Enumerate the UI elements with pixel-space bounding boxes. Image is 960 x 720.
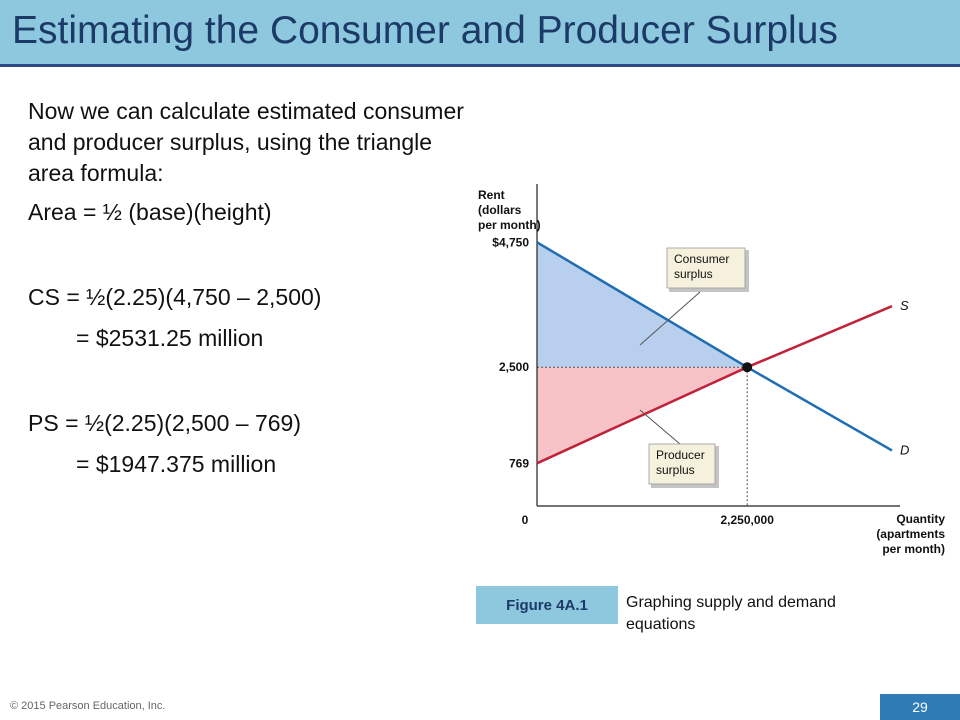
copyright-text: © 2015 Pearson Education, Inc. [10, 700, 166, 712]
formula-text: Area = ½ (base)(height) [28, 199, 272, 225]
title-rule [0, 64, 960, 67]
y-tick-label: $4,750 [492, 235, 529, 249]
cs-line-2: = $2531.25 million [76, 325, 264, 351]
demand-label: D [900, 442, 909, 457]
producer-callout-label: Producer surplus [656, 448, 705, 477]
cs-line-1: CS = ½(2.25)(4,750 – 2,500) [28, 284, 322, 310]
consumer-callout-leader [639, 291, 701, 346]
figure-caption: Graphing supply and demand equations [626, 594, 836, 633]
producer-callout-leader [639, 409, 681, 445]
consumer-callout-box [666, 247, 746, 289]
slide-title: Estimating the Consumer and Producer Sur… [12, 9, 838, 52]
ps-line-2: = $1947.375 million [76, 451, 277, 477]
y-axis-label: Rent (dollars per month) [478, 188, 541, 232]
equilibrium-point [742, 362, 753, 373]
x-tick-label: 2,250,000 [720, 513, 774, 527]
producer-callout-box [648, 443, 716, 485]
x-axis-label: Quantity (apartments per month) [876, 512, 945, 556]
title-bar: Estimating the Consumer and Producer Sur… [0, 0, 960, 64]
x-tick-label: 0 [522, 513, 529, 527]
supply-label: S [900, 298, 909, 313]
y-tick-label: 2,500 [499, 360, 529, 374]
y-tick-label: 769 [509, 456, 529, 470]
intro-text: Now we can calculate estimated consumer … [28, 98, 464, 186]
slide-body: Now we can calculate estimated consumer … [28, 96, 468, 480]
page-number: 29 [880, 694, 960, 720]
consumer-callout-label: Consumer surplus [674, 252, 729, 281]
ps-line-1: PS = ½(2.25)(2,500 – 769) [28, 410, 301, 436]
figure-label: Figure 4A.1 [476, 586, 618, 624]
